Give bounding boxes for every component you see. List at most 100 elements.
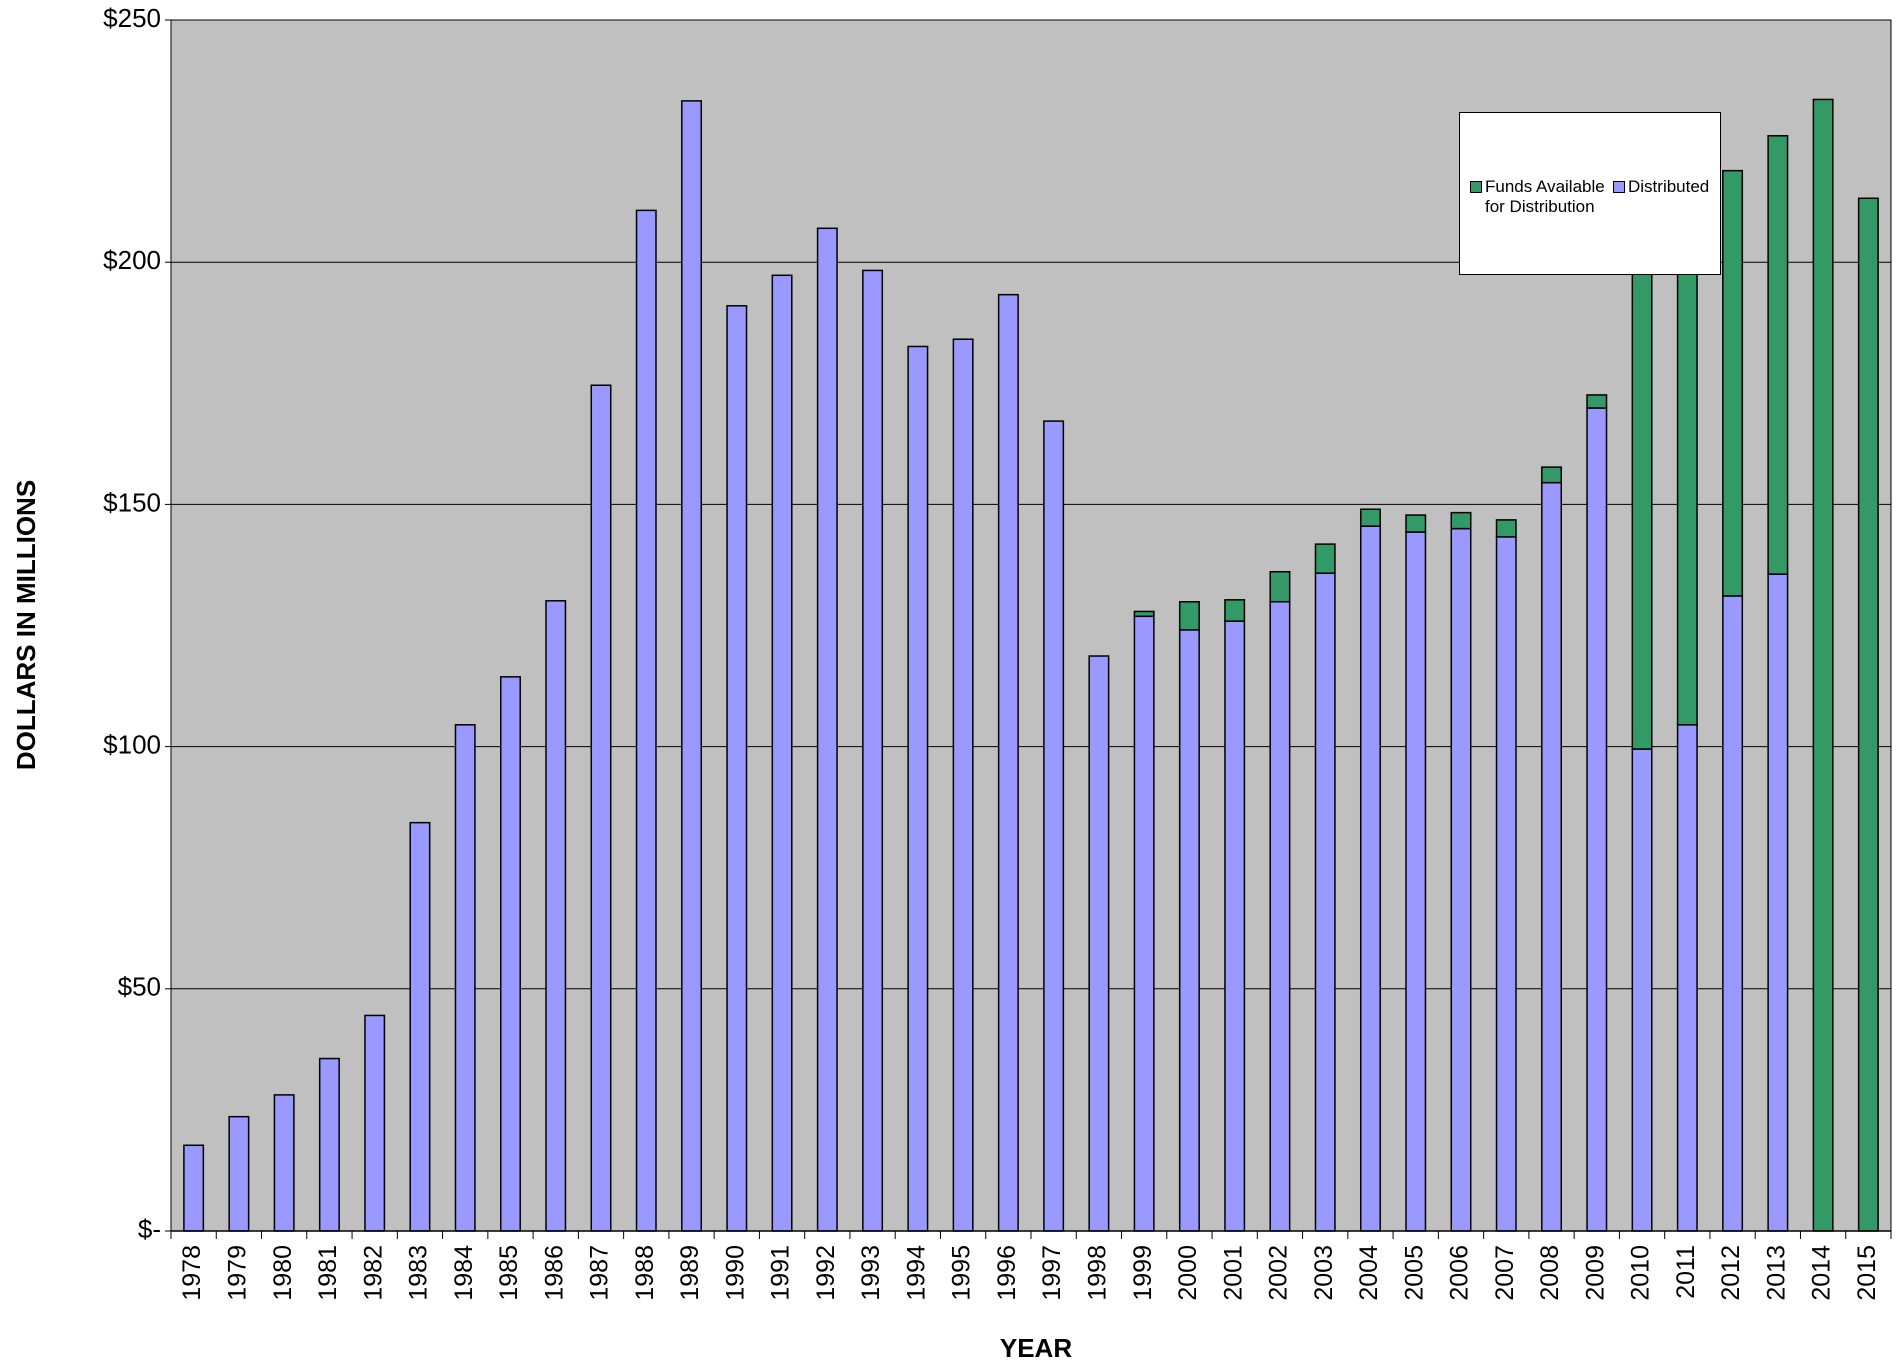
x-tick-label: 2006 — [1446, 1245, 1474, 1301]
x-tick-label: 1980 — [269, 1245, 297, 1301]
bar-segment — [1405, 514, 1427, 533]
bar-segment — [1495, 536, 1517, 1232]
x-tick-label: 2007 — [1491, 1245, 1519, 1301]
bar-segment — [726, 305, 748, 1232]
bar-segment — [635, 209, 657, 1232]
bar-segment — [1269, 601, 1291, 1232]
x-tick-label: 1996 — [993, 1245, 1021, 1301]
y-tick-label: $250 — [103, 3, 161, 33]
x-tick-label: 2008 — [1536, 1245, 1564, 1301]
bar-segment — [454, 724, 476, 1232]
x-tick-label: 1987 — [586, 1245, 614, 1301]
bar-segment — [228, 1115, 250, 1232]
bar-segment — [1359, 508, 1381, 527]
bar-segment — [499, 676, 521, 1232]
x-tick-label: 2005 — [1400, 1245, 1428, 1301]
bar-segment — [907, 345, 929, 1232]
bar-segment — [862, 269, 884, 1232]
bar-segment — [816, 227, 838, 1232]
bar-segment — [1043, 420, 1065, 1232]
bar-segment — [318, 1057, 340, 1232]
bar-segment — [1722, 169, 1744, 597]
y-axis-title: DOLLARS IN MILLIONS — [11, 480, 41, 770]
x-tick-label: 1993 — [857, 1245, 885, 1301]
bar-segment — [590, 384, 612, 1232]
x-axis-title: YEAR — [1000, 1333, 1072, 1363]
x-tick-label: 2012 — [1717, 1245, 1745, 1301]
legend-label: Distributed — [1628, 177, 1710, 196]
x-tick-label: 1999 — [1129, 1245, 1157, 1301]
bar-segment — [273, 1094, 295, 1232]
x-tick-label: 2000 — [1174, 1245, 1202, 1301]
bar-segment — [1450, 511, 1472, 530]
bar-segment — [1495, 519, 1517, 538]
bar-segment — [1722, 595, 1744, 1232]
x-tick-label: 1990 — [721, 1245, 749, 1301]
x-tick-label: 2013 — [1762, 1245, 1790, 1301]
bar-segment — [183, 1144, 205, 1232]
x-tick-label: 1995 — [948, 1245, 976, 1301]
bar-segment — [1133, 615, 1155, 1232]
bar-segment — [1405, 531, 1427, 1232]
legend-swatch — [1470, 181, 1482, 193]
bar-segment — [681, 100, 703, 1232]
bar-segment — [1857, 197, 1879, 1232]
bar-segment — [1767, 135, 1789, 575]
legend-swatch — [1613, 181, 1625, 193]
y-tick-label: $150 — [103, 487, 161, 517]
x-tick-label: 2015 — [1853, 1245, 1881, 1301]
x-tick-label: 1992 — [812, 1245, 840, 1301]
legend: Funds Available for Distribution Distribu… — [1459, 112, 1721, 275]
x-tick-label: 1984 — [450, 1245, 478, 1301]
bar-segment — [1224, 599, 1246, 622]
bar-segment — [952, 338, 974, 1232]
bar-segment — [409, 821, 431, 1232]
x-tick-label: 1983 — [405, 1245, 433, 1301]
x-tick-label: 1986 — [540, 1245, 568, 1301]
bar-segment — [1541, 481, 1563, 1232]
x-tick-label: 2009 — [1581, 1245, 1609, 1301]
bar-segment — [1812, 98, 1834, 1232]
x-tick-label: 2014 — [1808, 1245, 1836, 1301]
bar-segment — [1586, 394, 1608, 409]
x-tick-label: 2003 — [1310, 1245, 1338, 1301]
y-tick-label: $50 — [118, 972, 161, 1002]
x-tick-label: 2004 — [1355, 1245, 1383, 1301]
legend-item: Funds Available for Distribution — [1470, 177, 1605, 217]
bar-segment — [1450, 527, 1472, 1232]
y-tick-label: $200 — [103, 245, 161, 275]
x-tick-label: 1985 — [495, 1245, 523, 1301]
x-tick-label: 1998 — [1084, 1245, 1112, 1301]
x-tick-label: 2010 — [1627, 1245, 1655, 1301]
bar-segment — [1586, 407, 1608, 1232]
bar-segment — [364, 1014, 386, 1232]
bar-segment — [1631, 213, 1653, 750]
x-tick-label: 1978 — [178, 1245, 206, 1301]
x-tick-label: 1994 — [902, 1245, 930, 1301]
y-tick-label: $- — [138, 1214, 161, 1244]
bar-segment — [1767, 573, 1789, 1232]
x-tick-label: 2002 — [1265, 1245, 1293, 1301]
bar-segment — [1224, 620, 1246, 1232]
y-tick-label: $100 — [103, 729, 161, 759]
bar-segment — [771, 274, 793, 1232]
legend-label: Funds Available for Distribution — [1485, 177, 1605, 216]
bar-segment — [1676, 203, 1698, 726]
bar-segment — [1676, 724, 1698, 1232]
x-tick-label: 1981 — [314, 1245, 342, 1301]
x-tick-label: 1982 — [359, 1245, 387, 1301]
legend-item: Distributed — [1613, 177, 1709, 197]
bar-segment — [1314, 543, 1336, 574]
bar-segment — [1088, 655, 1110, 1232]
bar-segment — [1541, 466, 1563, 484]
bar-segment — [1359, 525, 1381, 1232]
x-tick-label: 1991 — [767, 1245, 795, 1301]
x-tick-label: 2001 — [1219, 1245, 1247, 1301]
bar-segment — [1178, 629, 1200, 1232]
x-tick-label: 1997 — [1038, 1245, 1066, 1301]
bar-segment — [1133, 610, 1155, 618]
x-tick-label: 1988 — [631, 1245, 659, 1301]
bar-segment — [1178, 601, 1200, 631]
